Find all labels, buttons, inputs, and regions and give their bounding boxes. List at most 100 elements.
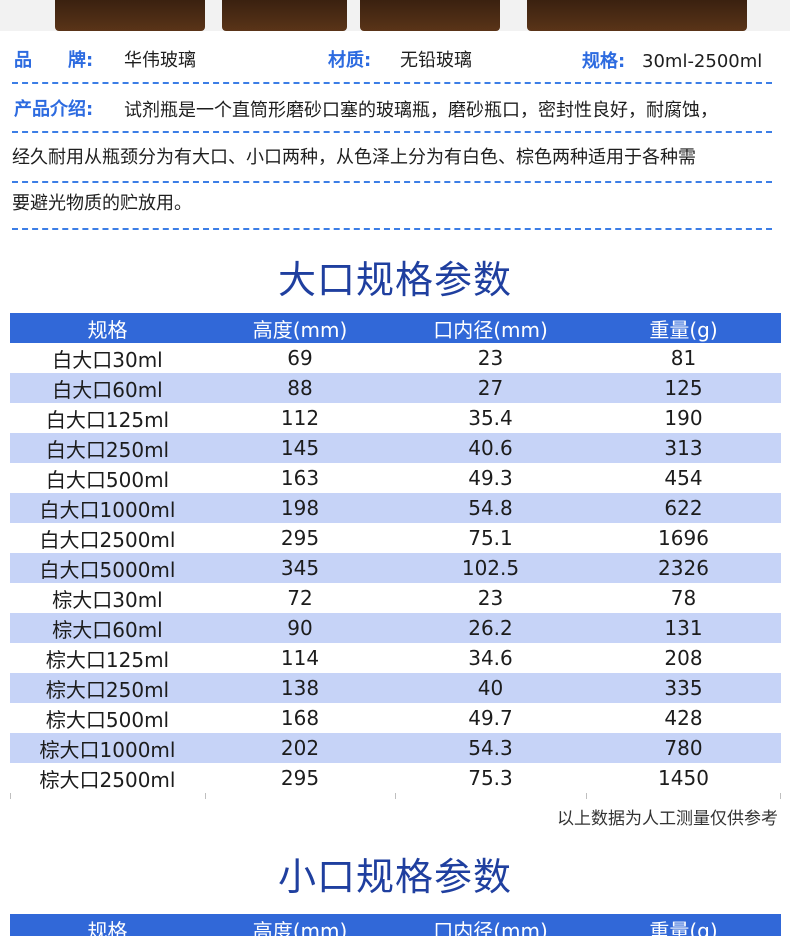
large-spec-table: 规格 高度(mm) 口内径(mm) 重量(g) 白大口30ml 69 23 81 白大口… (10, 313, 781, 793)
cell-height: 168 (280, 706, 320, 730)
table-row: 棕大口125ml 114 34.6 208 (10, 643, 781, 673)
section-title-small: 小口规格参数 (277, 855, 512, 899)
table-row: 白大口125ml 112 35.4 190 (10, 403, 781, 433)
cell-spec: 棕大口60ml (10, 613, 205, 643)
cell-weight: 78 (670, 586, 697, 610)
section-title-large: 大口规格参数 (277, 258, 512, 302)
table-row: 白大口60ml 88 27 125 (10, 373, 781, 403)
cell-height: 202 (205, 733, 395, 763)
cell-inner-diameter: 27 (395, 373, 586, 403)
tick-mark (586, 793, 587, 799)
cell-inner-diameter: 49.3 (468, 466, 513, 490)
table-row: 白大口2500ml 295 75.1 1696 (10, 523, 781, 553)
cell-weight: 81 (670, 346, 697, 370)
table-row: 棕大口500ml 168 49.7 428 (10, 703, 781, 733)
cell-inner-diameter: 23 (477, 346, 504, 370)
cell-spec: 棕大口30ml (52, 587, 163, 612)
cell-inner-diameter: 23 (477, 586, 504, 610)
cell-spec: 白大口125ml (45, 407, 170, 432)
cell-spec: 白大口250ml (10, 433, 205, 463)
header-inner-diameter: 口内径(mm) (395, 313, 586, 343)
cell-weight: 428 (664, 706, 703, 730)
cell-height: 72 (287, 586, 313, 610)
material-value: 无铅玻璃 (400, 50, 472, 71)
cell-inner-diameter: 26.2 (395, 613, 586, 643)
tick-mark (780, 793, 781, 799)
cell-height: 145 (205, 433, 395, 463)
cell-weight: 313 (586, 433, 781, 463)
header-spec: 规格 (10, 914, 205, 936)
cell-weight: 780 (586, 733, 781, 763)
header-weight: 重量(g) (586, 313, 781, 343)
cell-spec: 白大口1000ml (10, 493, 205, 523)
header-height: 高度(mm) (205, 313, 395, 343)
table-row: 白大口500ml 163 49.3 454 (10, 463, 781, 493)
product-info: 品 牌: 华伟玻璃 材质: 无铅玻璃 规格: 30ml-2500ml 产品介绍:… (0, 31, 790, 243)
cell-inner-diameter: 34.6 (468, 646, 513, 670)
table-header-row: 规格 高度(mm) 口内径(mm) 重量(g) (10, 914, 781, 936)
cell-weight: 454 (664, 466, 703, 490)
material-label: 材质: (328, 50, 372, 71)
table-row: 棕大口60ml 90 26.2 131 (10, 613, 781, 643)
cell-inner-diameter: 54.3 (395, 733, 586, 763)
tick-mark (395, 793, 396, 799)
disclaimer-note: 以上数据为人工测量仅供参考 (557, 809, 778, 829)
spec-label: 规格: (582, 51, 626, 72)
cell-weight: 208 (664, 646, 703, 670)
cell-weight: 622 (586, 493, 781, 523)
cell-weight: 2326 (586, 553, 781, 583)
cell-weight: 1696 (658, 526, 709, 550)
cell-spec: 棕大口250ml (10, 673, 205, 703)
brand-label: 品 牌: (14, 50, 94, 71)
table-row: 棕大口1000ml 202 54.3 780 (10, 733, 781, 763)
header-weight: 重量(g) (586, 914, 781, 936)
cell-spec: 白大口30ml (52, 347, 163, 372)
cell-inner-diameter: 40 (395, 673, 586, 703)
small-spec-table: 规格 高度(mm) 口内径(mm) 重量(g) (10, 914, 781, 936)
table-row: 棕大口250ml 138 40 335 (10, 673, 781, 703)
table-row: 白大口5000ml 345 102.5 2326 (10, 553, 781, 583)
table-row: 白大口30ml 69 23 81 (10, 343, 781, 373)
cell-height: 295 (280, 766, 320, 790)
header-spec: 规格 (10, 313, 205, 343)
cell-inner-diameter: 49.7 (468, 706, 513, 730)
cell-weight: 335 (586, 673, 781, 703)
brand-value: 华伟玻璃 (124, 50, 196, 71)
intro-line-2: 经久耐用从瓶颈分为有大口、小口两种，从色泽上分为有白色、棕色两种适用于各种需 (12, 147, 696, 168)
intro-label: 产品介绍: (14, 99, 94, 120)
product-photo-strip (0, 0, 790, 31)
cell-spec: 棕大口2500ml (39, 767, 176, 792)
table-bottom-ticks (10, 793, 781, 801)
cell-weight: 190 (664, 406, 703, 430)
header-inner-diameter: 口内径(mm) (395, 914, 586, 936)
cell-spec: 白大口500ml (45, 467, 170, 492)
cell-spec: 棕大口500ml (45, 707, 170, 732)
bottle-image (55, 0, 205, 31)
cell-height: 295 (280, 526, 320, 550)
cell-inner-diameter: 40.6 (395, 433, 586, 463)
intro-line-3: 要避光物质的贮放用。 (12, 193, 192, 214)
cell-height: 114 (280, 646, 320, 670)
header-height: 高度(mm) (205, 914, 395, 936)
table-row: 白大口250ml 145 40.6 313 (10, 433, 781, 463)
cell-inner-diameter: 75.3 (468, 766, 513, 790)
cell-height: 88 (205, 373, 395, 403)
bottle-image (527, 0, 747, 31)
cell-spec: 白大口60ml (10, 373, 205, 403)
cell-weight: 125 (586, 373, 781, 403)
table-row: 白大口1000ml 198 54.8 622 (10, 493, 781, 523)
divider (12, 228, 772, 230)
cell-inner-diameter: 54.8 (395, 493, 586, 523)
table-row: 棕大口2500ml 295 75.3 1450 (10, 763, 781, 793)
cell-height: 198 (205, 493, 395, 523)
spec-value: 30ml-2500ml (642, 51, 763, 72)
cell-height: 90 (205, 613, 395, 643)
divider (12, 131, 772, 133)
cell-spec: 棕大口1000ml (10, 733, 205, 763)
cell-inner-diameter: 75.1 (468, 526, 513, 550)
intro-line-1: 试剂瓶是一个直筒形磨砂口塞的玻璃瓶，磨砂瓶口，密封性良好，耐腐蚀， (124, 100, 718, 121)
cell-weight: 131 (586, 613, 781, 643)
cell-height: 345 (205, 553, 395, 583)
cell-inner-diameter: 35.4 (468, 406, 513, 430)
divider (12, 181, 772, 183)
